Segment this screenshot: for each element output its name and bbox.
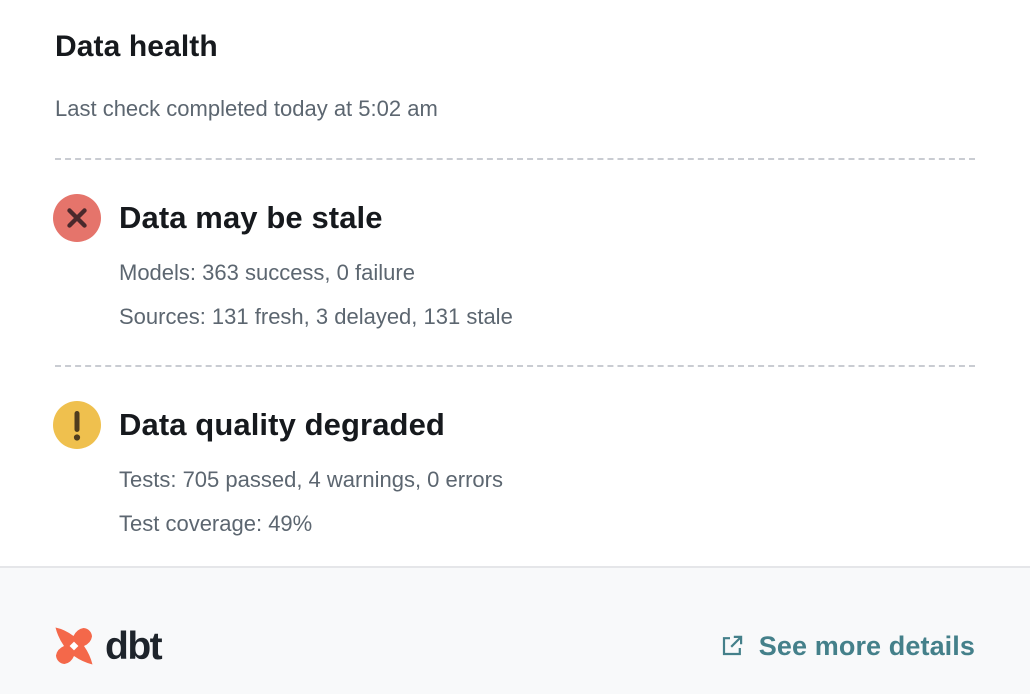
status-detail-models: Models: 363 success, 0 failure xyxy=(119,260,415,285)
divider xyxy=(55,158,975,160)
warning-exclamation-icon xyxy=(53,401,101,449)
status-heading-quality: Data quality degraded xyxy=(119,407,445,442)
see-more-details-label: See more details xyxy=(758,630,975,661)
external-link-icon xyxy=(722,635,742,656)
dbt-logo-text: dbt xyxy=(105,624,163,668)
status-detail-tests: Tests: 705 passed, 4 warnings, 0 errors xyxy=(119,467,503,492)
see-more-details-link[interactable]: See more details xyxy=(718,632,975,660)
footer: dbt See more details xyxy=(0,566,1030,694)
data-health-card: Data health Last check completed today a… xyxy=(53,30,975,536)
status-section-freshness: Data may be stale Models: 363 success, 0… xyxy=(53,194,975,329)
dbt-logo-icon xyxy=(55,627,93,665)
page-title: Data health xyxy=(55,30,218,63)
last-check-status: Last check completed today at 5:02 am xyxy=(55,96,438,121)
error-x-icon xyxy=(53,194,101,242)
status-detail-coverage: Test coverage: 49% xyxy=(119,511,313,536)
status-section-quality: Data quality degraded Tests: 705 passed,… xyxy=(53,401,975,536)
dbt-logo: dbt xyxy=(50,622,163,670)
divider xyxy=(55,365,975,367)
status-heading-stale: Data may be stale xyxy=(119,200,383,235)
status-detail-sources: Sources: 131 fresh, 3 delayed, 131 stale xyxy=(119,304,513,329)
